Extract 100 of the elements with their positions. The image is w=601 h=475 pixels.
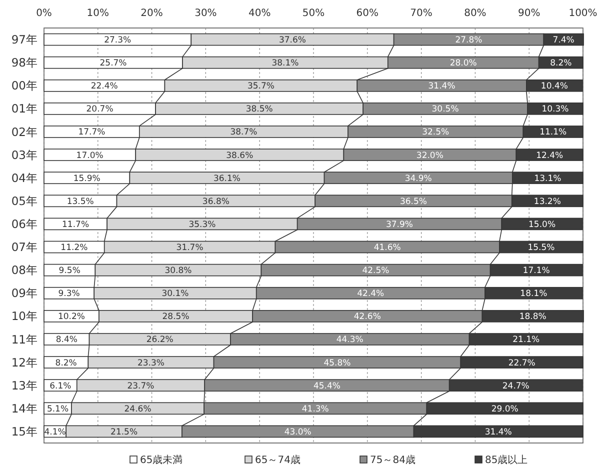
y-tick-label: 10年 [11, 309, 38, 324]
data-label: 15.0% [528, 220, 556, 230]
data-label: 7.4% [552, 36, 574, 46]
data-label: 22.4% [90, 82, 118, 92]
data-label: 10.3% [542, 104, 569, 115]
data-label: 5.1% [46, 404, 69, 414]
data-label: 13.1% [534, 174, 562, 184]
y-tick-label: 98年 [11, 56, 38, 70]
legend-label: 65～74歳 [255, 454, 300, 466]
x-tick-label: 0% [36, 8, 52, 19]
x-tick-label: 100% [568, 8, 598, 19]
data-label: 36.5% [400, 196, 427, 207]
y-tick-label: 12年 [11, 355, 38, 370]
data-label: 43.0% [284, 427, 312, 438]
data-label: 17.1% [522, 266, 550, 276]
data-label: 35.3% [188, 220, 216, 230]
data-label: 8.4% [56, 335, 78, 346]
data-label: 10.4% [540, 82, 568, 92]
x-tick-label: 50% [302, 8, 325, 19]
data-label: 38.5% [246, 104, 273, 115]
data-label: 38.6% [226, 150, 254, 161]
data-label: 28.5% [162, 312, 190, 322]
y-tick-label: 05年 [11, 194, 38, 208]
y-tick-label: 09年 [11, 286, 38, 300]
x-tick-label: 70% [410, 8, 432, 19]
data-label: 24.7% [502, 381, 530, 392]
y-tick-label: 97年 [11, 32, 38, 47]
data-label: 42.5% [362, 266, 390, 276]
data-label: 21.5% [110, 427, 138, 438]
data-label: 21.1% [512, 335, 540, 346]
data-label: 13.2% [534, 196, 561, 207]
legend-label: 75～84歳 [370, 454, 416, 466]
y-tick-label: 00年 [11, 78, 38, 93]
y-tick-label: 14年 [11, 401, 38, 416]
data-label: 20.7% [86, 104, 114, 115]
data-label: 26.2% [146, 335, 174, 346]
data-label: 17.7% [78, 128, 106, 138]
data-label: 22.7% [508, 358, 536, 368]
x-tick-label: 30% [194, 8, 217, 19]
data-label: 36.8% [202, 196, 230, 207]
data-label: 34.9% [404, 174, 432, 184]
data-label: 41.6% [374, 243, 401, 254]
data-label: 29.0% [491, 404, 518, 414]
data-label: 32.5% [422, 128, 450, 138]
y-tick-label: 06年 [11, 216, 38, 231]
data-label: 41.3% [302, 404, 329, 414]
data-label: 23.7% [127, 381, 154, 392]
data-label: 6.1% [50, 381, 72, 392]
data-label: 37.9% [386, 220, 413, 230]
data-label: 18.8% [519, 312, 546, 322]
y-tick-label: 03年 [11, 148, 38, 162]
x-tick-label: 80% [464, 8, 486, 19]
data-label: 11.1% [540, 128, 567, 138]
data-label: 15.9% [73, 174, 100, 184]
data-label: 42.6% [354, 312, 381, 322]
data-label: 9.5% [58, 266, 80, 276]
y-tick-label: 07年 [11, 240, 38, 254]
data-label: 44.3% [336, 335, 364, 346]
data-label: 36.1% [213, 174, 240, 184]
data-label: 11.7% [62, 220, 90, 230]
data-label: 31.4% [484, 427, 512, 438]
data-label: 42.4% [357, 289, 384, 300]
data-label: 27.8% [455, 36, 482, 46]
y-tick-label: 15年 [11, 424, 38, 438]
data-label: 12.4% [536, 150, 564, 161]
data-label: 15.5% [528, 243, 555, 254]
x-tick-label: 20% [140, 8, 163, 19]
legend-label: 65歳未満 [140, 454, 183, 466]
data-label: 45.4% [313, 381, 340, 392]
data-label: 9.3% [58, 289, 80, 300]
data-label: 37.6% [278, 36, 306, 46]
data-label: 30.1% [162, 289, 189, 300]
y-tick-label: 01年 [11, 102, 38, 116]
y-tick-label: 13年 [11, 378, 38, 392]
x-tick-label: 40% [248, 8, 271, 19]
data-label: 11.2% [60, 243, 88, 254]
y-tick-label: 02年 [11, 124, 38, 139]
data-label: 8.2% [550, 58, 572, 69]
data-label: 38.1% [272, 58, 299, 69]
data-label: 28.0% [450, 58, 477, 69]
y-tick-label: 04年 [11, 170, 38, 185]
x-tick-label: 90% [518, 8, 540, 19]
data-label: 10.2% [58, 312, 85, 322]
data-label: 4.1% [44, 427, 66, 438]
data-label: 24.6% [124, 404, 152, 414]
data-label: 32.0% [416, 150, 444, 161]
data-label: 23.3% [137, 358, 164, 368]
data-label: 30.5% [432, 104, 459, 115]
data-label: 8.2% [55, 358, 77, 368]
data-label: 31.4% [428, 82, 456, 92]
data-label: 25.7% [100, 58, 127, 69]
data-label: 31.7% [176, 243, 204, 254]
data-label: 27.3% [104, 36, 132, 46]
data-label: 30.8% [164, 266, 192, 276]
data-label: 17.0% [76, 150, 104, 161]
data-label: 38.7% [230, 128, 258, 138]
data-label: 13.5% [66, 196, 94, 207]
data-label: 35.7% [247, 82, 274, 92]
x-tick-label: 60% [356, 8, 379, 19]
y-tick-label: 08年 [11, 263, 38, 278]
